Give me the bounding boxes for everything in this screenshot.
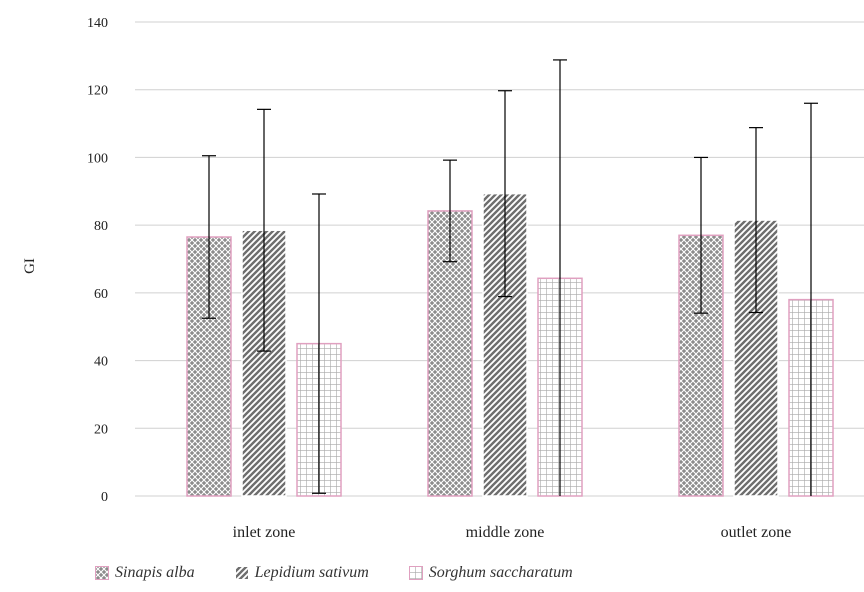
y-tick-label: 80 <box>94 219 108 234</box>
legend-swatch-grid <box>408 566 423 580</box>
legend-swatch-crosshatch <box>95 566 109 580</box>
legend-item-sinapis-alba: Sinapis alba <box>95 564 195 582</box>
x-axis-labels: inlet zone middle zone outlet zone <box>233 524 792 541</box>
y-tick-label: 0 <box>101 490 108 505</box>
legend-label-sinapis-alba: Sinapis alba <box>115 564 195 581</box>
x-tick-label: middle zone <box>466 524 545 541</box>
x-tick-label: outlet zone <box>721 524 792 541</box>
legend-swatch-diagonal <box>234 566 249 580</box>
y-tick-label: 20 <box>94 422 108 437</box>
y-axis-label: GI <box>22 258 38 274</box>
y-tick-label: 140 <box>87 16 108 31</box>
y-tick-label: 60 <box>94 287 108 302</box>
y-axis-ticks: 0 20 40 60 80 100 120 140 <box>87 16 108 505</box>
legend-item-lepidium-sativum: Lepidium sativum <box>234 564 369 582</box>
legend-item-sorghum-saccharatum: Sorghum saccharatum <box>408 564 573 582</box>
legend: Sinapis alba Lepidium sativum Sorghum sa… <box>95 564 613 582</box>
legend-label-sorghum-saccharatum: Sorghum saccharatum <box>428 564 573 581</box>
y-tick-label: 40 <box>94 355 108 370</box>
error-bars <box>202 59 818 496</box>
y-tick-label: 100 <box>87 151 108 166</box>
x-tick-label: inlet zone <box>233 524 296 541</box>
y-tick-label: 120 <box>87 84 108 99</box>
legend-label-lepidium-sativum: Lepidium sativum <box>254 564 369 581</box>
bars <box>186 192 834 497</box>
